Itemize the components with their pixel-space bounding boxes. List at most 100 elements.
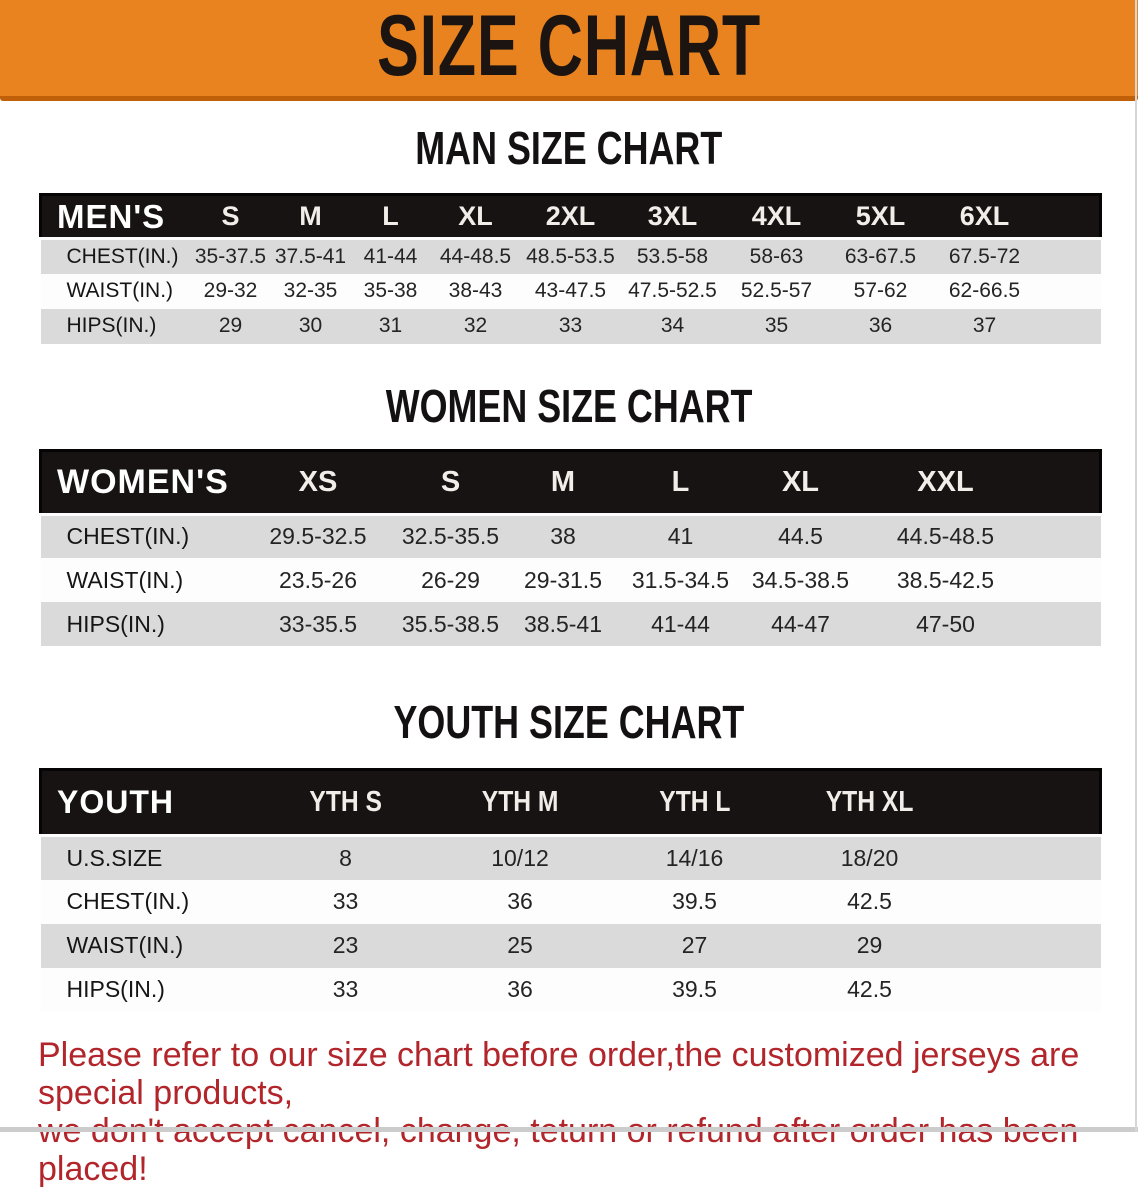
value-cell: 29.5-32.5 xyxy=(240,514,396,558)
column-header-cell: 2XL xyxy=(520,193,621,240)
women-chart-heading-text: WOMEN SIZE CHART xyxy=(385,379,753,432)
row-filler-cell xyxy=(957,967,1101,1012)
value-cell: 29-32 xyxy=(190,273,271,309)
disclaimer-line-1: Please refer to our size chart before or… xyxy=(38,1035,1080,1112)
value-cell: 26-29 xyxy=(395,558,506,602)
men-chart-heading-text: MAN SIZE CHART xyxy=(415,122,723,174)
value-cell: 41-44 xyxy=(620,602,741,646)
row-filler-cell xyxy=(957,835,1101,880)
value-cell: 42.5 xyxy=(781,879,958,924)
value-cell: 8 xyxy=(258,835,433,880)
row-label-cell: WAIST(IN.) xyxy=(40,923,259,968)
value-cell: 44.5-48.5 xyxy=(860,514,1031,558)
column-header-cell: XXL xyxy=(860,448,1031,516)
value-cell: 32 xyxy=(430,308,521,344)
disclaimer-note: Please refer to our size chart before or… xyxy=(0,1036,1138,1188)
row-label-cell: WAIST(IN.) xyxy=(40,273,191,309)
value-cell: 27 xyxy=(607,923,782,968)
column-header-cell: 3XL xyxy=(620,193,725,240)
value-cell: 44-48.5 xyxy=(430,238,521,274)
row-label-cell: CHEST(IN.) xyxy=(40,238,191,274)
men-chart-heading: MAN SIZE CHART xyxy=(0,123,1138,173)
header-filler-cell xyxy=(1036,193,1102,240)
value-cell: 33 xyxy=(258,879,433,924)
value-cell: 23.5-26 xyxy=(240,558,396,602)
row-filler-cell xyxy=(1036,238,1101,274)
column-header-label: YTH S xyxy=(309,786,382,818)
column-header-cell: YTH XL xyxy=(781,768,958,837)
value-cell: 31.5-34.5 xyxy=(620,558,741,602)
table-row: HIPS(IN.) 29 30 31 32 33 34 35 36 37 xyxy=(40,308,1101,344)
value-cell: 42.5 xyxy=(781,967,958,1012)
table-row: WAIST(IN.) 23.5-26 26-29 29-31.5 31.5-34.5 34… xyxy=(40,558,1101,602)
row-filler-cell xyxy=(957,923,1101,968)
value-cell: 41 xyxy=(620,514,741,558)
value-cell: 29 xyxy=(781,923,958,968)
value-cell: 53.5-58 xyxy=(620,238,725,274)
value-cell: 38 xyxy=(505,514,621,558)
youth-size-section: YOUTH SIZE CHART YOUTH YTH S YTH M YTH L YTH… xyxy=(0,696,1138,1012)
value-cell: 29-31.5 xyxy=(505,558,621,602)
table-row: HIPS(IN.) 33 36 39.5 42.5 xyxy=(40,967,1101,1012)
table-row: WAIST(IN.) 23 25 27 29 xyxy=(40,923,1101,968)
value-cell: 37 xyxy=(932,308,1037,344)
value-cell: 38.5-42.5 xyxy=(860,558,1031,602)
column-header-label: YTH XL xyxy=(825,786,914,818)
column-header-cell: XL xyxy=(430,193,521,240)
table-row: CHEST(IN.) 33 36 39.5 42.5 xyxy=(40,879,1101,924)
column-header-cell: 5XL xyxy=(828,193,933,240)
row-label-cell: CHEST(IN.) xyxy=(40,879,259,924)
value-cell: 37.5-41 xyxy=(270,238,351,274)
value-cell: 47-50 xyxy=(860,602,1031,646)
row-filler-cell xyxy=(1030,602,1101,646)
value-cell: 41-44 xyxy=(350,238,431,274)
value-cell: 62-66.5 xyxy=(932,273,1037,309)
table-row: HIPS(IN.) 33-35.5 35.5-38.5 38.5-41 41-44 44-… xyxy=(40,602,1101,646)
column-header-label: YTH M xyxy=(481,786,559,818)
men-size-section: MAN SIZE CHART MEN'S S M L XL 2XL 3XL 4XL 5XL 6XL… xyxy=(0,123,1138,344)
value-cell: 36 xyxy=(828,308,933,344)
bottom-edge-strip xyxy=(0,1127,1138,1132)
column-header-label: 5XL xyxy=(855,201,906,231)
youth-chart-heading: YOUTH SIZE CHART xyxy=(0,696,1138,748)
value-cell: 38-43 xyxy=(430,273,521,309)
value-cell: 31 xyxy=(350,308,431,344)
column-header-cell: S xyxy=(395,448,506,516)
women-size-section: WOMEN SIZE CHART WOMEN'S XS S M L XL XXL CHEST(… xyxy=(0,379,1138,646)
value-cell: 52.5-57 xyxy=(724,273,829,309)
column-header-label: XL xyxy=(781,465,820,498)
value-cell: 35-38 xyxy=(350,273,431,309)
value-cell: 38.5-41 xyxy=(505,602,621,646)
value-cell: 48.5-53.5 xyxy=(520,238,621,274)
column-header-label: YTH L xyxy=(658,786,731,818)
value-cell: 39.5 xyxy=(607,879,782,924)
value-cell: 23 xyxy=(258,923,433,968)
column-header-cell: 4XL xyxy=(724,193,829,240)
size-chart-banner: SIZE CHART xyxy=(0,0,1138,101)
column-header-cell: S xyxy=(190,193,271,240)
value-cell: 32.5-35.5 xyxy=(395,514,506,558)
table-header-row: YOUTH YTH S YTH M YTH L YTH XL xyxy=(39,768,1102,837)
value-cell: 33 xyxy=(520,308,621,344)
value-cell: 25 xyxy=(432,923,608,968)
row-label-cell: CHEST(IN.) xyxy=(40,514,241,558)
value-cell: 44-47 xyxy=(740,602,861,646)
column-header-label: L xyxy=(382,201,399,231)
row-filler-cell xyxy=(1030,558,1101,602)
value-cell: 44.5 xyxy=(740,514,861,558)
row-label-cell: HIPS(IN.) xyxy=(40,602,241,646)
value-cell: 47.5-52.5 xyxy=(620,273,725,309)
column-header-label: XXL xyxy=(917,465,974,498)
column-header-cell: YTH M xyxy=(432,768,608,837)
row-label-cell: HIPS(IN.) xyxy=(40,308,191,344)
youth-chart-heading-text: YOUTH SIZE CHART xyxy=(393,696,745,748)
value-cell: 35.5-38.5 xyxy=(395,602,506,646)
column-header-label: 3XL xyxy=(647,201,698,231)
banner-title: SIZE CHART xyxy=(377,0,761,94)
row-label-cell: WAIST(IN.) xyxy=(40,558,241,602)
column-header-label: S xyxy=(221,201,240,231)
value-cell: 58-63 xyxy=(724,238,829,274)
disclaimer-line-2: we don't accept cancel, change, teturn o… xyxy=(38,1111,1079,1188)
value-cell: 33-35.5 xyxy=(240,602,396,646)
column-header-cell: YTH L xyxy=(607,768,782,837)
